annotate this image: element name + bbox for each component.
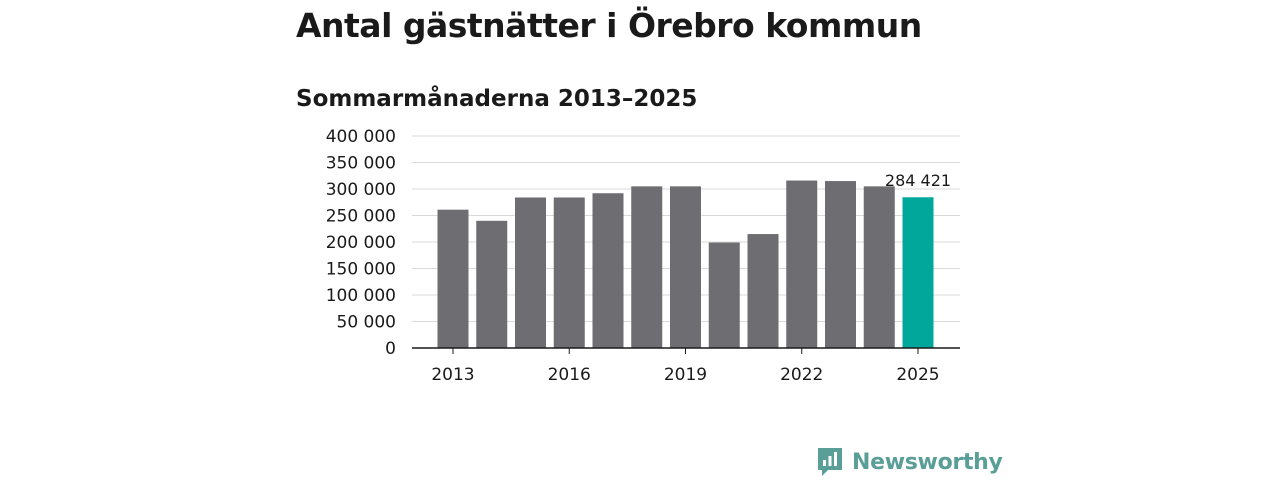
x-tick-label: 2025: [896, 365, 939, 385]
y-tick-label: 100 000: [326, 286, 396, 306]
y-tick-label: 50 000: [337, 313, 396, 333]
y-tick-label: 250 000: [326, 207, 396, 227]
labels: 0 50 000 100 000 150 000 200 000 250 000 300 0…: [326, 127, 951, 385]
x-tick-label: 2016: [548, 365, 591, 385]
x-tick-label: 2022: [780, 365, 823, 385]
newsworthy-logo: Newsworthy: [816, 446, 1003, 478]
data-label-2025: 284 421: [885, 171, 951, 190]
bar-2023: [825, 181, 856, 348]
bar-chart-speech-bubble-icon: [818, 448, 842, 476]
x-tick-label: 2019: [664, 365, 707, 385]
y-tick-label: 150 000: [326, 260, 396, 280]
bar-2019: [670, 186, 701, 348]
y-tick-label: 350 000: [326, 154, 396, 174]
y-tick-label: 400 000: [326, 127, 396, 147]
bar-2020: [708, 242, 740, 348]
y-tick-label: 0: [385, 339, 396, 359]
chart-subtitle: Sommarmånaderna 2013–2025: [296, 86, 698, 112]
logo-text: Newsworthy: [852, 449, 1003, 475]
bar-2015: [515, 197, 546, 348]
x-tick-label: 2013: [431, 365, 474, 385]
bar-2022: [786, 180, 818, 348]
bar-2024: [863, 186, 895, 348]
chart-title: Antal gästnätter i Örebro kommun: [296, 6, 922, 45]
bar-2018: [631, 186, 663, 348]
bar-2017: [592, 193, 624, 348]
bar-2013: [437, 209, 469, 348]
bar-2016: [553, 197, 585, 348]
axes: [412, 347, 960, 354]
y-tick-label: 300 000: [326, 180, 396, 200]
y-tick-label: 200 000: [326, 233, 396, 253]
bars: [437, 180, 934, 348]
bar-2021: [747, 234, 779, 348]
bar-2025: [902, 197, 934, 348]
bar-2014: [476, 220, 508, 348]
